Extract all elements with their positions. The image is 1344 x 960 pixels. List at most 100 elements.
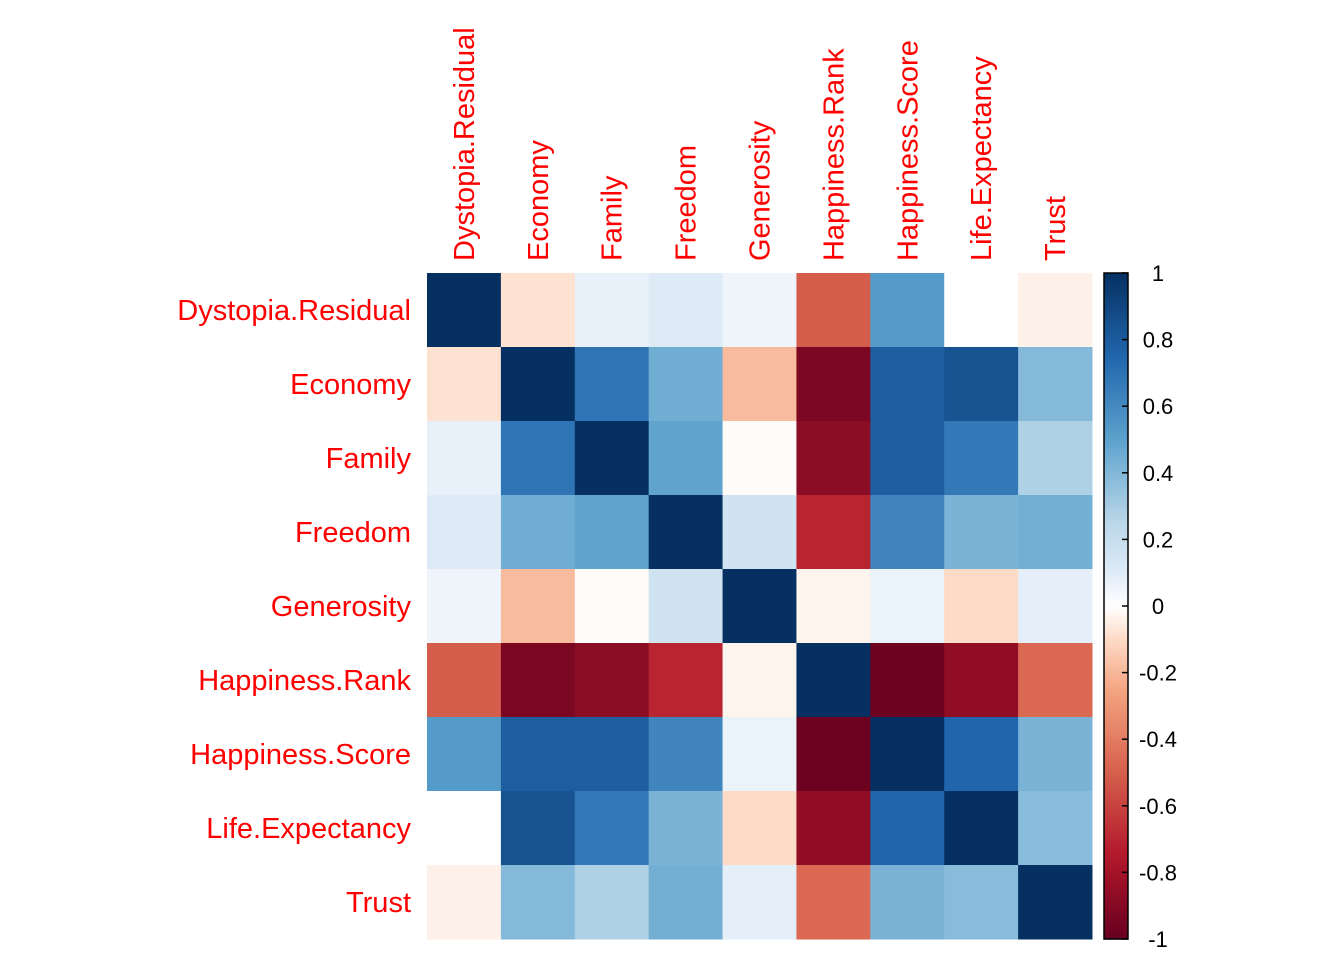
heatmap-cell	[1018, 643, 1093, 718]
colorbar-segment	[1104, 592, 1128, 597]
heatmap-cell	[1018, 569, 1093, 644]
heatmap-cell	[1018, 273, 1093, 348]
row-labels: Dystopia.Residual Economy Family Freedom Gen…	[177, 295, 411, 919]
colorbar-segment	[1104, 362, 1128, 367]
colorbar-segment	[1104, 669, 1128, 674]
colorbar-segment	[1104, 316, 1128, 321]
heatmap-cell	[796, 569, 871, 644]
colorbar-segment	[1104, 389, 1128, 394]
colorbar-segment	[1104, 875, 1128, 880]
column-label: Happiness.Score	[892, 40, 924, 261]
colorbar-segment	[1104, 662, 1128, 667]
heatmap-cell	[944, 421, 1019, 496]
heatmap-cell	[648, 421, 724, 496]
colorbar-segment	[1104, 352, 1128, 357]
colorbar-segment	[1104, 842, 1128, 847]
colorbar-segment	[1104, 376, 1128, 381]
heatmap-cell	[870, 347, 945, 422]
colorbar-segment	[1104, 312, 1128, 317]
colorbar-segment	[1104, 339, 1128, 344]
colorbar: 1 0.8 0.6 0.4 0.2 0 -0.2 -0.4 -0.6 -0.8 -1	[1103, 261, 1177, 952]
heatmap-cell	[796, 347, 871, 422]
colorbar-segment	[1104, 932, 1128, 937]
colorbar-segment	[1104, 862, 1128, 867]
colorbar-segment	[1104, 872, 1128, 877]
heatmap-cell	[796, 495, 871, 570]
row-label: Life.Expectancy	[206, 813, 411, 845]
colorbar-segment	[1104, 372, 1128, 377]
colorbar-segment	[1104, 729, 1128, 734]
heatmap-cell	[870, 643, 945, 718]
heatmap-cell	[500, 865, 576, 940]
colorbar-segment	[1104, 869, 1128, 873]
colorbar-segment	[1104, 462, 1128, 467]
colorbar-segment	[1104, 649, 1128, 654]
colorbar-segment	[1104, 782, 1128, 787]
colorbar-segment	[1104, 775, 1128, 780]
heatmap-cell	[427, 717, 502, 792]
heatmap-cell	[500, 421, 576, 496]
colorbar-segment	[1104, 789, 1128, 794]
heatmap-cell	[427, 347, 502, 422]
colorbar-segment	[1104, 825, 1128, 830]
colorbar-segment	[1104, 426, 1128, 431]
heatmap-cell	[796, 791, 871, 866]
heatmap-cell	[944, 717, 1019, 792]
colorbar-segment	[1104, 512, 1128, 517]
colorbar-segment	[1104, 615, 1128, 620]
colorbar-segment	[1104, 542, 1128, 547]
colorbar-segment	[1104, 902, 1128, 907]
colorbar-segment	[1104, 685, 1128, 690]
colorbar-segment	[1104, 456, 1128, 461]
colorbar-segment	[1104, 459, 1128, 464]
colorbar-segment	[1104, 745, 1128, 750]
heatmap-cell	[500, 347, 576, 422]
heatmap-cell	[574, 791, 650, 866]
colorbar-segment	[1104, 276, 1128, 281]
heatmap-cell	[574, 495, 650, 570]
heatmap-cell	[574, 273, 650, 348]
colorbar-segment	[1104, 532, 1128, 537]
colorbar-segment	[1104, 822, 1128, 827]
colorbar-segment	[1104, 672, 1128, 677]
colorbar-segment	[1104, 492, 1128, 497]
colorbar-segment	[1104, 432, 1128, 437]
colorbar-segment	[1104, 725, 1128, 730]
colorbar-segment	[1104, 306, 1128, 311]
colorbar-segment	[1104, 516, 1128, 521]
colorbar-segment	[1104, 349, 1128, 354]
colorbar-segment	[1104, 635, 1128, 640]
heatmap-cell	[796, 717, 871, 792]
heatmap-cell	[500, 273, 576, 348]
colorbar-segment	[1104, 835, 1128, 840]
colorbar-segment	[1104, 566, 1128, 570]
colorbar-segment	[1104, 755, 1128, 760]
heatmap-cell	[427, 791, 502, 866]
colorbar-segment	[1104, 446, 1128, 451]
colorbar-segment	[1104, 682, 1128, 687]
colorbar-segment	[1104, 652, 1128, 657]
heatmap-cell	[796, 273, 871, 348]
heatmap-cell	[500, 717, 576, 792]
colorbar-segment	[1104, 799, 1128, 804]
heatmap-cell	[870, 717, 945, 792]
colorbar-segment	[1104, 772, 1128, 777]
colorbar-segment	[1104, 396, 1128, 401]
colorbar-segment	[1104, 466, 1128, 471]
colorbar-segment	[1104, 572, 1128, 577]
heatmap-cell	[648, 273, 724, 348]
colorbar-segment	[1104, 282, 1128, 287]
heatmap-cell	[722, 495, 797, 570]
colorbar-segment	[1104, 412, 1128, 417]
colorbar-segment	[1104, 409, 1128, 414]
colorbar-segment	[1104, 329, 1128, 334]
colorbar-segment	[1104, 845, 1128, 850]
colorbar-segment	[1104, 309, 1128, 314]
colorbar-tick-label: 0.6	[1143, 394, 1174, 419]
heatmap-cell	[722, 569, 797, 644]
colorbar-segment	[1104, 509, 1128, 514]
colorbar-segment	[1104, 419, 1128, 424]
colorbar-segment	[1104, 889, 1128, 893]
colorbar-segment	[1104, 622, 1128, 627]
colorbar-segment	[1104, 642, 1128, 647]
